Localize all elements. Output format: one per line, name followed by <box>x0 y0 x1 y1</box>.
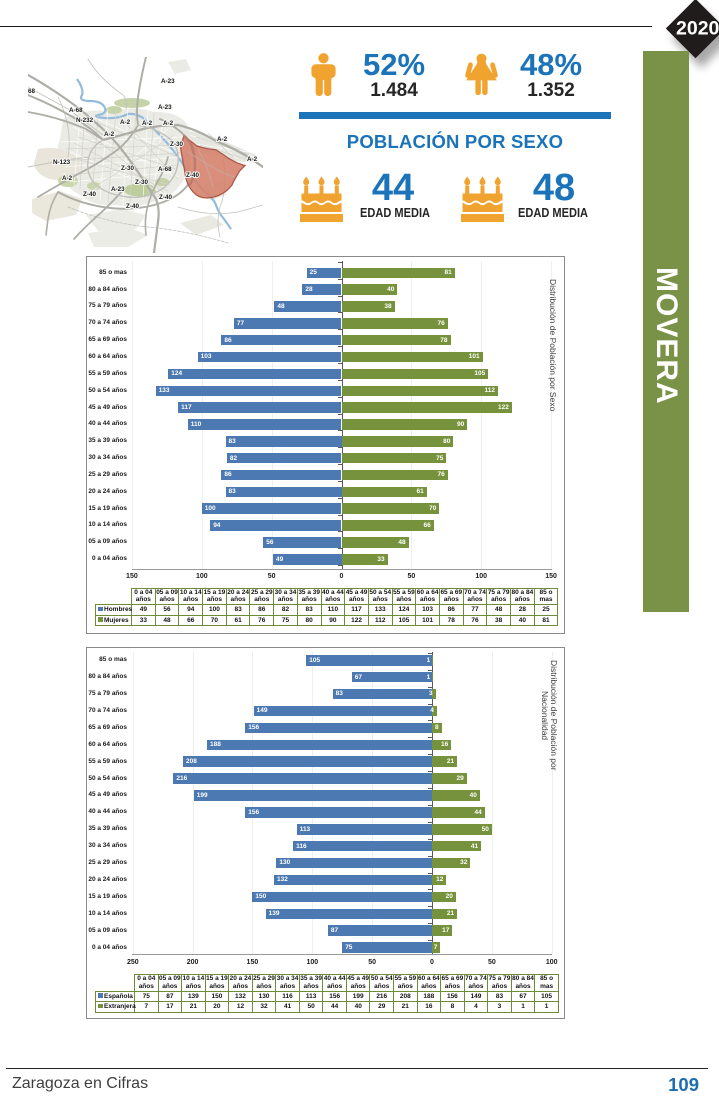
svg-text:Z-30: Z-30 <box>121 165 134 172</box>
svg-text:A-2: A-2 <box>247 156 258 163</box>
svg-text:A-2: A-2 <box>104 131 115 138</box>
svg-text:A-2: A-2 <box>217 136 228 143</box>
svg-text:N-232: N-232 <box>76 117 94 124</box>
svg-text:A-2: A-2 <box>62 175 73 182</box>
svg-text:A-2: A-2 <box>120 119 131 126</box>
svg-text:A-23: A-23 <box>111 186 125 193</box>
svg-text:2020: 2020 <box>676 18 719 40</box>
svg-text:Z-30: Z-30 <box>135 179 148 186</box>
svg-text:Z-40: Z-40 <box>186 172 199 179</box>
svg-text:Z-30: Z-30 <box>170 141 183 148</box>
svg-text:A-68: A-68 <box>158 166 172 173</box>
svg-text:Z-40: Z-40 <box>159 194 172 201</box>
svg-text:68: 68 <box>28 88 36 95</box>
svg-text:A-68: A-68 <box>69 107 83 114</box>
svg-text:A-2: A-2 <box>163 120 174 127</box>
svg-text:N-123: N-123 <box>53 159 71 166</box>
svg-text:A-23: A-23 <box>158 104 172 111</box>
svg-text:Z-40: Z-40 <box>83 191 96 198</box>
svg-text:A-2: A-2 <box>142 120 153 127</box>
svg-text:A-23: A-23 <box>161 78 175 85</box>
svg-text:Z-40: Z-40 <box>126 203 139 210</box>
